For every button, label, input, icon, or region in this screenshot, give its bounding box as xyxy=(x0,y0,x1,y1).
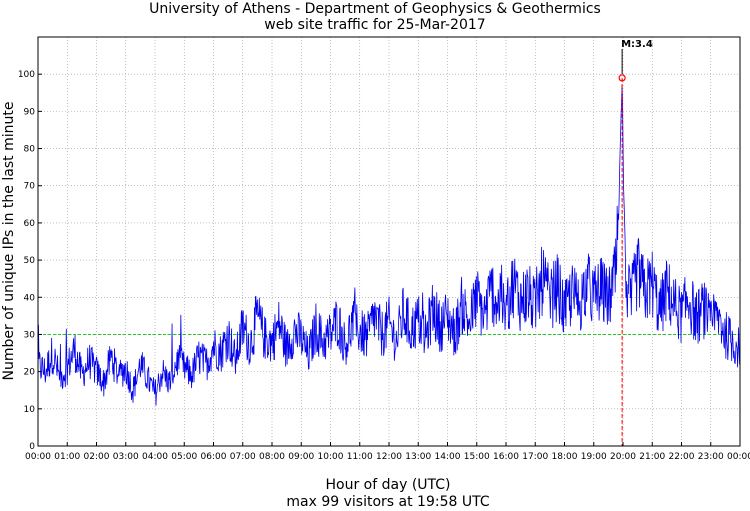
x-tick-label: 07:00 xyxy=(230,452,256,462)
x-tick-label: 03:00 xyxy=(113,452,139,462)
x-tick-label: 23:00 xyxy=(698,452,724,462)
x-tick-label: 08:00 xyxy=(259,452,285,462)
y-tick-label: 60 xyxy=(24,219,36,229)
y-tick-label: 10 xyxy=(24,405,36,415)
event-annotation: M:3.4 xyxy=(621,39,653,50)
x-tick-label: 20:00 xyxy=(610,452,636,462)
max-visitors-footer: max 99 visitors at 19:58 UTC xyxy=(286,494,489,510)
x-tick-label: 14:00 xyxy=(435,452,461,462)
y-axis-label: Number of unique IPs in the last minute xyxy=(1,102,17,381)
x-tick-label: 18:00 xyxy=(552,452,578,462)
x-tick-labels: 00:00 01:00 02:00 03:00 04:00 05:00 06:00 07:00… xyxy=(25,442,750,462)
max-point-marker xyxy=(618,74,626,82)
x-tick-label: 19:00 xyxy=(581,452,607,462)
x-tick-label: 13:00 xyxy=(405,452,431,462)
y-tick-label: 20 xyxy=(24,368,36,378)
x-tick-label: 06:00 xyxy=(201,452,227,462)
x-tick-label: 09:00 xyxy=(288,452,314,462)
x-tick-label: 16:00 xyxy=(493,452,519,462)
x-tick-label: 10:00 xyxy=(318,452,344,462)
x-tick-label: 21:00 xyxy=(639,452,665,462)
chart-subtitle: web site traffic for 25-Mar-2017 xyxy=(264,17,485,33)
x-tick-label: 05:00 xyxy=(171,452,197,462)
y-tick-label: 70 xyxy=(24,182,36,192)
y-tick-label: 0 xyxy=(29,442,35,452)
x-tick-label: 17:00 xyxy=(522,452,548,462)
x-tick-label: 22:00 xyxy=(669,452,695,462)
y-tick-label: 80 xyxy=(24,145,36,155)
x-tick-label: 00:00 xyxy=(25,452,51,462)
x-axis-label: Hour of day (UTC) xyxy=(326,477,451,493)
x-tick-label: 02:00 xyxy=(84,452,110,462)
series-line xyxy=(37,84,741,406)
x-tick-label: 00:00 xyxy=(727,452,750,462)
y-tick-label: 100 xyxy=(18,70,35,80)
chart-title: University of Athens - Department of Geo… xyxy=(149,1,601,17)
x-tick-label: 15:00 xyxy=(464,452,490,462)
y-tick-label: 40 xyxy=(24,293,36,303)
event-marker-group: M:3.4 xyxy=(618,39,653,446)
y-tick-label: 30 xyxy=(24,330,36,340)
y-tick-labels: 0 10 20 30 40 50 60 70 80 90 100 xyxy=(18,70,42,452)
x-tick-label: 11:00 xyxy=(347,452,373,462)
y-tick-label: 50 xyxy=(24,256,36,266)
x-tick-label: 12:00 xyxy=(376,452,402,462)
series-group xyxy=(37,84,741,406)
x-tick-label: 04:00 xyxy=(142,452,168,462)
x-tick-label: 01:00 xyxy=(54,452,80,462)
y-tick-label: 90 xyxy=(24,107,36,117)
